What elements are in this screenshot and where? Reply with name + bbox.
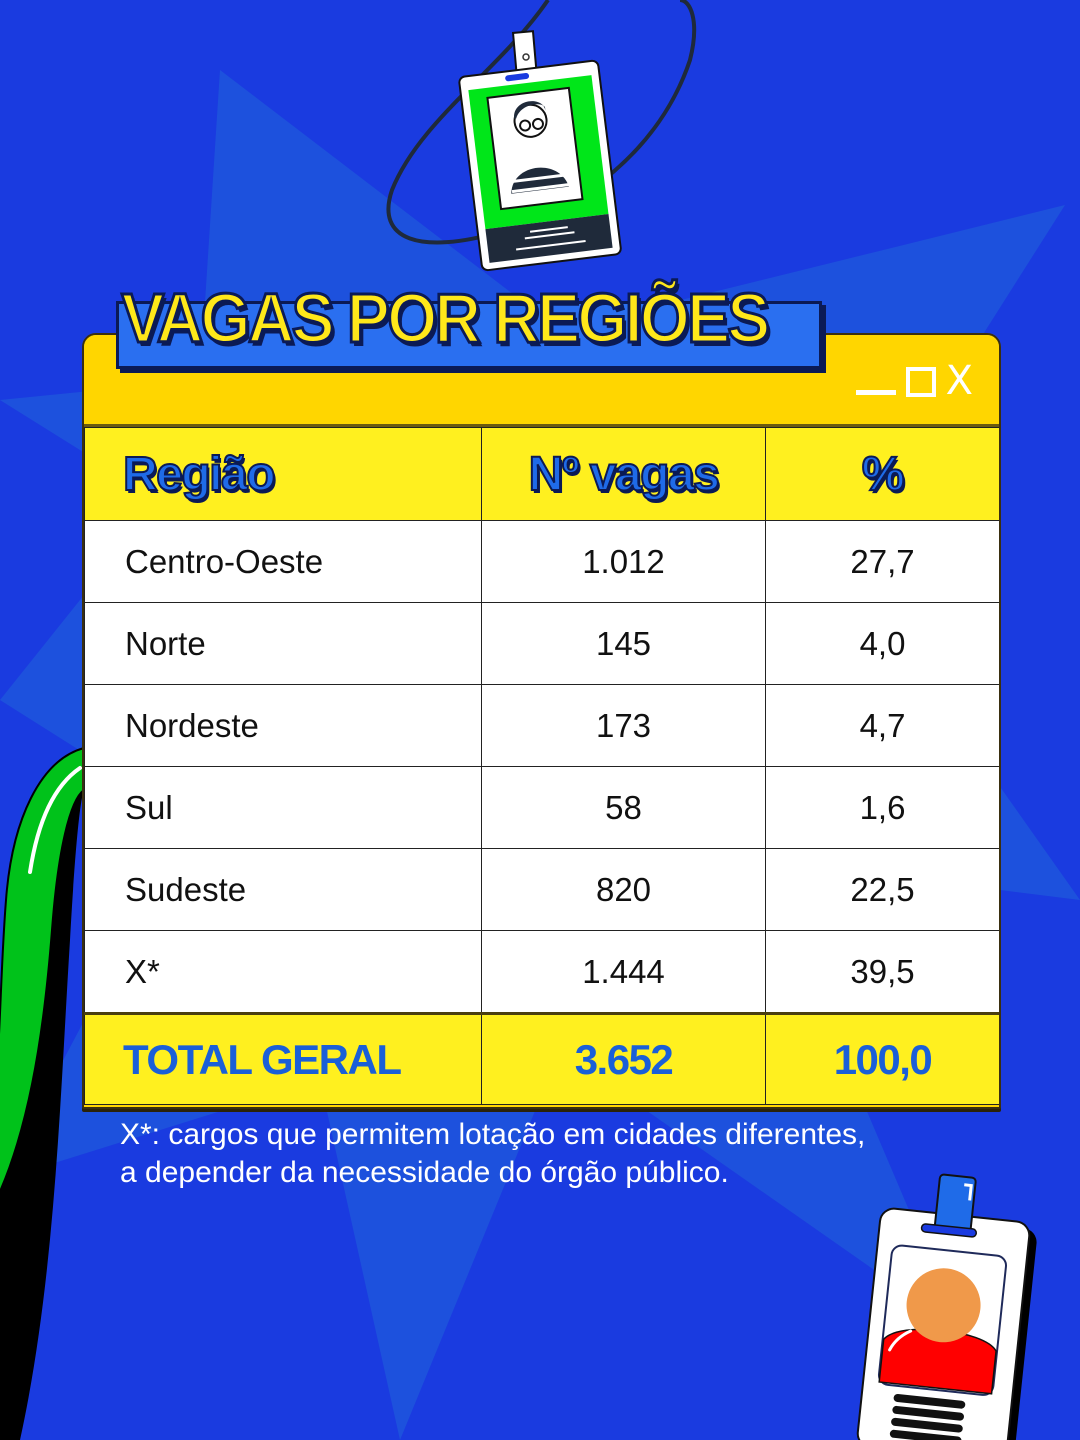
header-percent: % bbox=[765, 427, 999, 521]
cell-vagas: 145 bbox=[481, 602, 766, 685]
cell-vagas: 173 bbox=[481, 684, 766, 767]
id-badge-bottom-right bbox=[856, 1173, 1037, 1440]
table-total-row: TOTAL GERAL 3.652 100,0 bbox=[84, 1012, 999, 1105]
cell-percent: 22,5 bbox=[765, 848, 999, 931]
footnote-line-1: X*: cargos que permitem lotação em cidad… bbox=[120, 1118, 866, 1151]
green-tube-decoration bbox=[0, 746, 85, 1440]
title-backplate bbox=[116, 301, 822, 369]
maximize-icon[interactable] bbox=[905, 367, 936, 397]
window-controls: X bbox=[855, 358, 973, 404]
header-regiao: Região bbox=[84, 427, 482, 521]
table-row: Centro-Oeste 1.012 27,7 bbox=[84, 520, 999, 603]
cell-percent: 39,5 bbox=[765, 930, 999, 1014]
page-title-block: VAGAS POR REGIÕES bbox=[114, 279, 824, 369]
cell-percent: 4,0 bbox=[765, 602, 999, 685]
footnote: X*: cargos que permitem lotação em cidad… bbox=[120, 1116, 1020, 1192]
lanyard-badge-top bbox=[386, 0, 697, 272]
close-icon[interactable]: X bbox=[945, 358, 973, 404]
cell-vagas: 58 bbox=[481, 766, 766, 849]
cell-region: X* bbox=[84, 930, 482, 1014]
cell-vagas: 1.444 bbox=[481, 930, 766, 1014]
table-row: Sudeste 820 22,5 bbox=[84, 848, 999, 931]
table-row: Sul 58 1,6 bbox=[84, 766, 999, 849]
table-header-row: Região Nº vagas % bbox=[84, 427, 999, 521]
cell-region: Sudeste bbox=[84, 848, 482, 931]
total-vagas: 3.652 bbox=[481, 1012, 766, 1105]
cell-vagas: 1.012 bbox=[481, 520, 766, 603]
table-window: X Região Nº vagas % Centro-Oeste 1.012 2… bbox=[82, 333, 1001, 1109]
table-row: X* 1.444 39,5 bbox=[84, 930, 999, 1014]
minimize-icon[interactable] bbox=[855, 390, 896, 395]
cell-percent: 27,7 bbox=[765, 520, 999, 603]
table-row: Norte 145 4,0 bbox=[84, 602, 999, 685]
table-row: Nordeste 173 4,7 bbox=[84, 684, 999, 767]
vacancies-table: Região Nº vagas % Centro-Oeste 1.012 27,… bbox=[84, 427, 999, 1105]
cell-region: Sul bbox=[84, 766, 482, 849]
page-title: VAGAS POR REGIÕES bbox=[120, 279, 772, 357]
cell-vagas: 820 bbox=[481, 848, 766, 931]
cell-region: Norte bbox=[84, 602, 482, 685]
cell-percent: 1,6 bbox=[765, 766, 999, 849]
total-percent: 100,0 bbox=[765, 1012, 999, 1105]
footnote-line-2: a depender da necessidade do órgão públi… bbox=[120, 1156, 729, 1189]
cell-region: Centro-Oeste bbox=[84, 520, 482, 603]
cell-percent: 4,7 bbox=[765, 684, 999, 767]
header-num-vagas: Nº vagas bbox=[481, 427, 766, 521]
cell-region: Nordeste bbox=[84, 684, 482, 767]
total-label: TOTAL GERAL bbox=[84, 1012, 482, 1105]
